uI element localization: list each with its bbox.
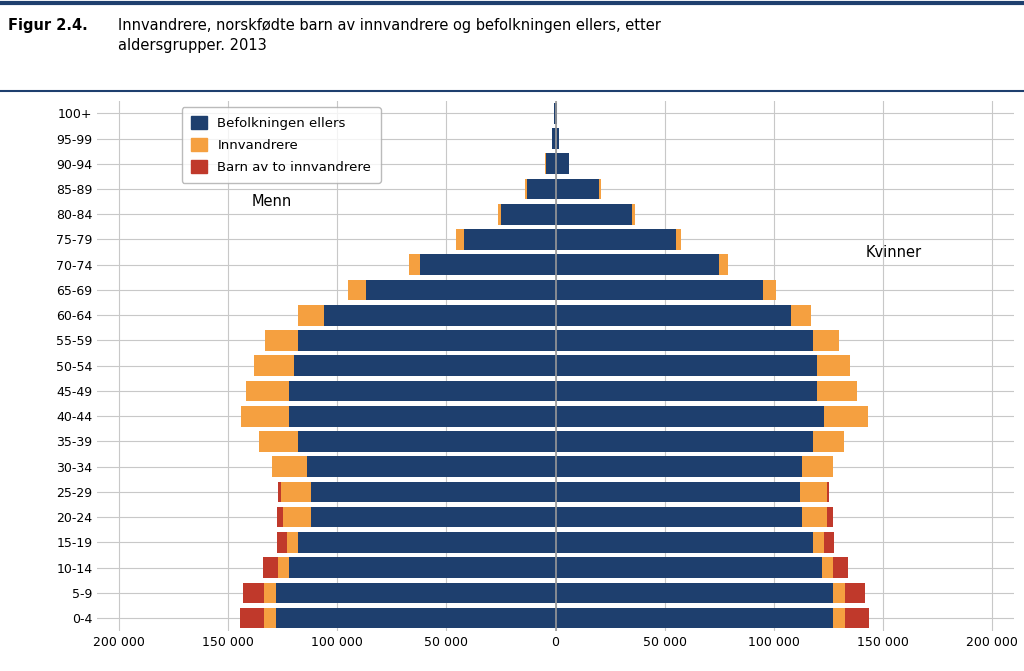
Bar <box>555 229 676 250</box>
Bar <box>599 178 601 199</box>
Bar <box>457 229 464 250</box>
Bar <box>283 507 311 527</box>
Bar <box>278 532 287 553</box>
Bar <box>259 431 298 452</box>
Bar <box>311 507 555 527</box>
Bar <box>298 532 555 553</box>
Bar <box>833 558 848 578</box>
Bar <box>244 582 264 603</box>
Bar <box>555 154 568 174</box>
Bar <box>348 280 366 301</box>
Bar <box>242 406 290 427</box>
Bar <box>554 103 555 123</box>
Bar <box>813 532 824 553</box>
Bar <box>410 254 420 275</box>
Bar <box>498 204 501 225</box>
Bar <box>827 482 829 503</box>
Bar <box>254 356 294 376</box>
Bar <box>555 178 599 199</box>
Bar <box>278 507 283 527</box>
Bar <box>817 380 857 401</box>
Bar <box>290 380 555 401</box>
Bar <box>271 456 307 477</box>
Bar <box>555 608 833 629</box>
Text: Figur 2.4.: Figur 2.4. <box>8 18 88 33</box>
Bar <box>420 254 555 275</box>
Bar <box>555 406 824 427</box>
Bar <box>555 330 813 351</box>
Bar <box>281 482 311 503</box>
Bar <box>265 330 298 351</box>
Bar <box>845 608 868 629</box>
Bar <box>833 608 845 629</box>
Bar <box>800 482 827 503</box>
Bar <box>555 204 632 225</box>
Bar <box>555 431 813 452</box>
Bar <box>307 456 555 477</box>
Bar <box>824 406 867 427</box>
Bar <box>555 254 719 275</box>
Bar <box>464 229 555 250</box>
Bar <box>276 608 555 629</box>
Bar <box>546 154 555 174</box>
Bar <box>802 507 827 527</box>
Bar <box>241 608 264 629</box>
Text: Innvandrere, norskfødte barn av innvandrere og befolkningen ellers, etter
alders: Innvandrere, norskfødte barn av innvandr… <box>118 18 660 53</box>
Bar <box>676 229 681 250</box>
Bar <box>555 305 792 325</box>
Bar <box>552 128 555 149</box>
Text: Kvinner: Kvinner <box>865 245 922 260</box>
Bar <box>287 532 298 553</box>
Text: Menn: Menn <box>252 194 292 209</box>
Bar <box>555 456 802 477</box>
Bar <box>246 380 290 401</box>
Bar <box>813 330 840 351</box>
Bar <box>555 280 763 301</box>
Bar <box>279 482 281 503</box>
Bar <box>555 356 817 376</box>
Bar <box>525 178 527 199</box>
Bar <box>264 608 276 629</box>
Bar <box>294 356 555 376</box>
Bar <box>763 280 776 301</box>
Bar <box>279 558 290 578</box>
Bar <box>802 456 833 477</box>
Bar <box>833 582 845 603</box>
Bar <box>555 380 817 401</box>
Bar <box>555 103 557 123</box>
Bar <box>719 254 728 275</box>
Legend: Befolkningen ellers, Innvandrere, Barn av to innvandrere: Befolkningen ellers, Innvandrere, Barn a… <box>182 107 381 183</box>
Bar <box>792 305 811 325</box>
Bar <box>555 532 813 553</box>
Bar <box>817 356 850 376</box>
Bar <box>845 582 865 603</box>
Bar <box>264 582 276 603</box>
Bar <box>821 558 833 578</box>
Bar <box>555 128 559 149</box>
Bar <box>827 507 833 527</box>
Bar <box>813 431 844 452</box>
Bar <box>527 178 555 199</box>
Bar <box>555 558 821 578</box>
Bar <box>555 507 802 527</box>
Bar <box>290 558 555 578</box>
Bar <box>276 582 555 603</box>
Bar <box>366 280 555 301</box>
Bar <box>632 204 635 225</box>
Bar <box>555 482 800 503</box>
Bar <box>501 204 555 225</box>
Bar <box>824 532 834 553</box>
Bar <box>263 558 279 578</box>
Bar <box>325 305 555 325</box>
Bar <box>555 582 833 603</box>
Bar <box>311 482 555 503</box>
Bar <box>298 330 555 351</box>
Bar <box>298 431 555 452</box>
Bar <box>298 305 325 325</box>
Bar <box>290 406 555 427</box>
